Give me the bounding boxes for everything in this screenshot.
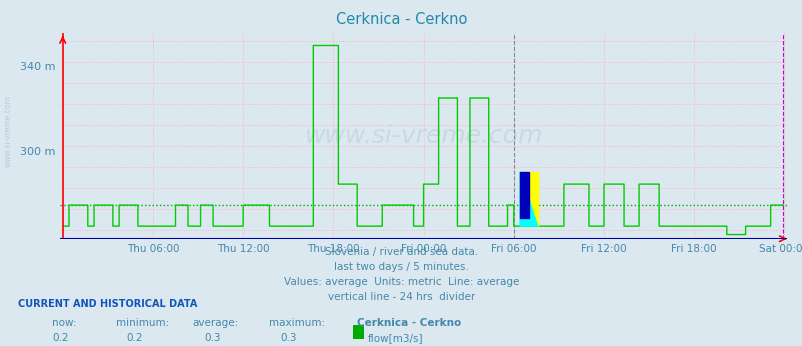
Text: Cerknica - Cerkno: Cerknica - Cerkno — [335, 12, 467, 27]
Text: now:: now: — [52, 318, 77, 328]
Text: Slovenia / river and sea data.
last two days / 5 minutes.
Values: average  Units: Slovenia / river and sea data. last two … — [283, 247, 519, 302]
Text: www.si-vreme.com: www.si-vreme.com — [3, 95, 13, 167]
Text: CURRENT AND HISTORICAL DATA: CURRENT AND HISTORICAL DATA — [18, 299, 196, 309]
Text: minimum:: minimum: — [116, 318, 169, 328]
Text: maximum:: maximum: — [269, 318, 325, 328]
Text: average:: average: — [192, 318, 239, 328]
Polygon shape — [520, 172, 537, 226]
Text: 0.2: 0.2 — [52, 333, 69, 343]
Text: 0.2: 0.2 — [127, 333, 144, 343]
Polygon shape — [520, 172, 529, 218]
Text: flow[m3/s]: flow[m3/s] — [367, 333, 423, 343]
Text: www.si-vreme.com: www.si-vreme.com — [304, 124, 542, 148]
Polygon shape — [520, 172, 537, 226]
Text: 0.3: 0.3 — [280, 333, 297, 343]
Text: 0.3: 0.3 — [204, 333, 221, 343]
Text: Cerknica - Cerkno: Cerknica - Cerkno — [357, 318, 461, 328]
